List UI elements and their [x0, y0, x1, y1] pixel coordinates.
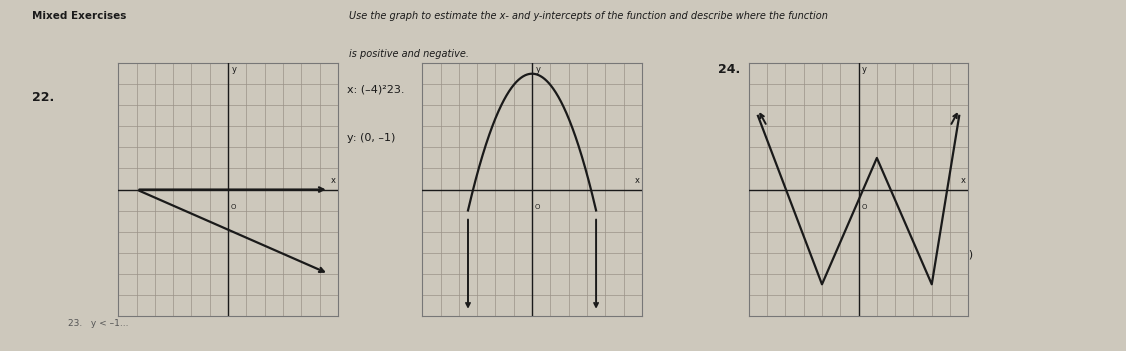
Text: O: O — [231, 204, 236, 210]
Text: 22.: 22. — [32, 91, 54, 104]
Text: y: y — [863, 65, 867, 74]
Text: O: O — [861, 204, 867, 210]
Text: x: (–4)²23.: x: (–4)²23. — [347, 84, 404, 94]
Text: Mixed Exercises: Mixed Exercises — [32, 11, 126, 20]
Text: x: (4,0)(–2,0): x: (4,0)(–2,0) — [901, 249, 973, 259]
Text: Use the graph to estimate the x- and y-intercepts of the function and describe w: Use the graph to estimate the x- and y-i… — [349, 11, 828, 20]
Text: y(0,–2): y(0,–2) — [901, 291, 939, 301]
Text: y: y — [232, 65, 236, 74]
Text: 23.   y < –1...: 23. y < –1... — [68, 319, 128, 329]
Text: y: (0, –1): y: (0, –1) — [347, 133, 395, 143]
Text: O: O — [535, 204, 540, 210]
Text: 24.: 24. — [718, 63, 741, 76]
Text: x: x — [962, 176, 966, 185]
Text: y: y — [536, 65, 540, 74]
Text: is positive and negative.: is positive and negative. — [349, 49, 470, 59]
Text: x: x — [635, 176, 640, 185]
Text: x: x — [331, 176, 336, 185]
